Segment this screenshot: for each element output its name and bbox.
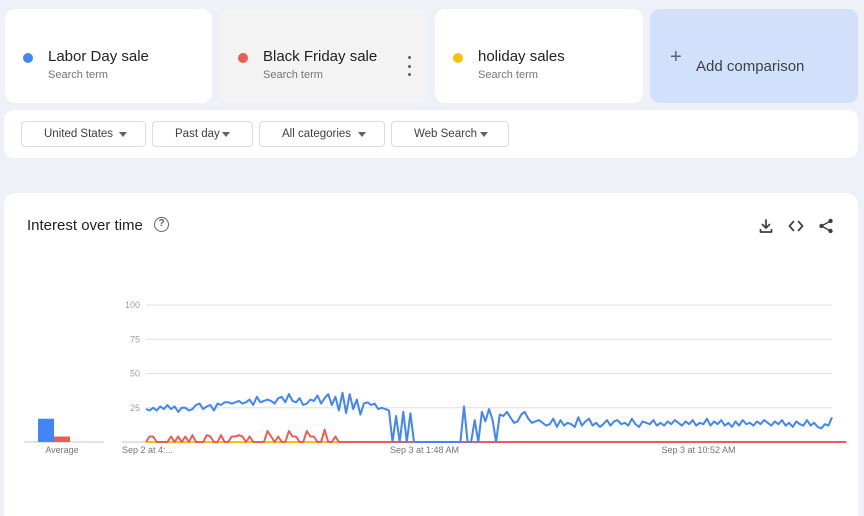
term-card-holiday-sales[interactable]: holiday sales Search term <box>435 9 643 103</box>
y-tick-label: 75 <box>130 334 140 344</box>
share-icon[interactable] <box>817 217 835 235</box>
term-color-dot <box>238 53 248 63</box>
average-bar <box>38 418 54 442</box>
add-comparison-button[interactable]: + Add comparison <box>650 9 858 103</box>
term-card-labor-day[interactable]: Labor Day sale Search term <box>5 9 212 103</box>
more-vert-icon[interactable] <box>403 56 415 76</box>
caret-down-icon <box>358 132 366 137</box>
interest-over-time-chart[interactable]: 100 75 50 25 Sep 2 at 4:... Sep 3 at 1:48 AM S… <box>4 193 858 516</box>
time-range-select[interactable]: Past day <box>152 121 253 147</box>
category-select[interactable]: All categories <box>259 121 385 147</box>
time-range-select-label: Past day <box>175 128 220 140</box>
caret-down-icon <box>480 132 488 137</box>
term-subtitle: Search term <box>478 69 538 81</box>
term-card-black-friday[interactable]: Black Friday sale Search term <box>220 9 427 103</box>
caret-down-icon <box>222 132 230 137</box>
term-color-dot <box>453 53 463 63</box>
embed-code-icon[interactable] <box>787 217 805 235</box>
term-name[interactable]: Labor Day sale <box>48 48 149 65</box>
search-property-select-label: Web Search <box>414 128 478 140</box>
filter-bar: United States Past day All categories We… <box>4 110 858 158</box>
region-select-label: United States <box>44 128 114 140</box>
term-name[interactable]: Black Friday sale <box>263 48 378 65</box>
y-tick-label: 50 <box>130 369 140 379</box>
x-tick-label: Sep 3 at 10:52 AM <box>662 445 736 455</box>
y-tick-label: 25 <box>130 403 140 413</box>
series-line <box>145 391 833 443</box>
region-select[interactable]: United States <box>21 121 146 147</box>
download-icon[interactable] <box>757 217 775 235</box>
average-label: Average <box>45 445 78 455</box>
term-subtitle: Search term <box>263 69 323 81</box>
term-subtitle: Search term <box>48 69 108 81</box>
add-comparison-label: Add comparison <box>696 58 805 75</box>
y-tick-label: 100 <box>125 300 140 310</box>
interest-over-time-panel: Interest over time ? 100 75 50 25 Sep 2 at 4… <box>4 193 858 516</box>
category-select-label: All categories <box>282 128 352 140</box>
term-name[interactable]: holiday sales <box>478 48 565 65</box>
x-tick-label: Sep 3 at 1:48 AM <box>390 445 459 455</box>
search-property-select[interactable]: Web Search <box>391 121 509 147</box>
term-color-dot <box>23 53 33 63</box>
section-title: Interest over time <box>27 217 143 234</box>
x-tick-label: Sep 2 at 4:... <box>122 445 173 455</box>
question-circle-icon[interactable]: ? <box>154 217 169 232</box>
average-bar <box>54 436 70 442</box>
plus-icon: + <box>670 46 682 68</box>
caret-down-icon <box>119 132 127 137</box>
